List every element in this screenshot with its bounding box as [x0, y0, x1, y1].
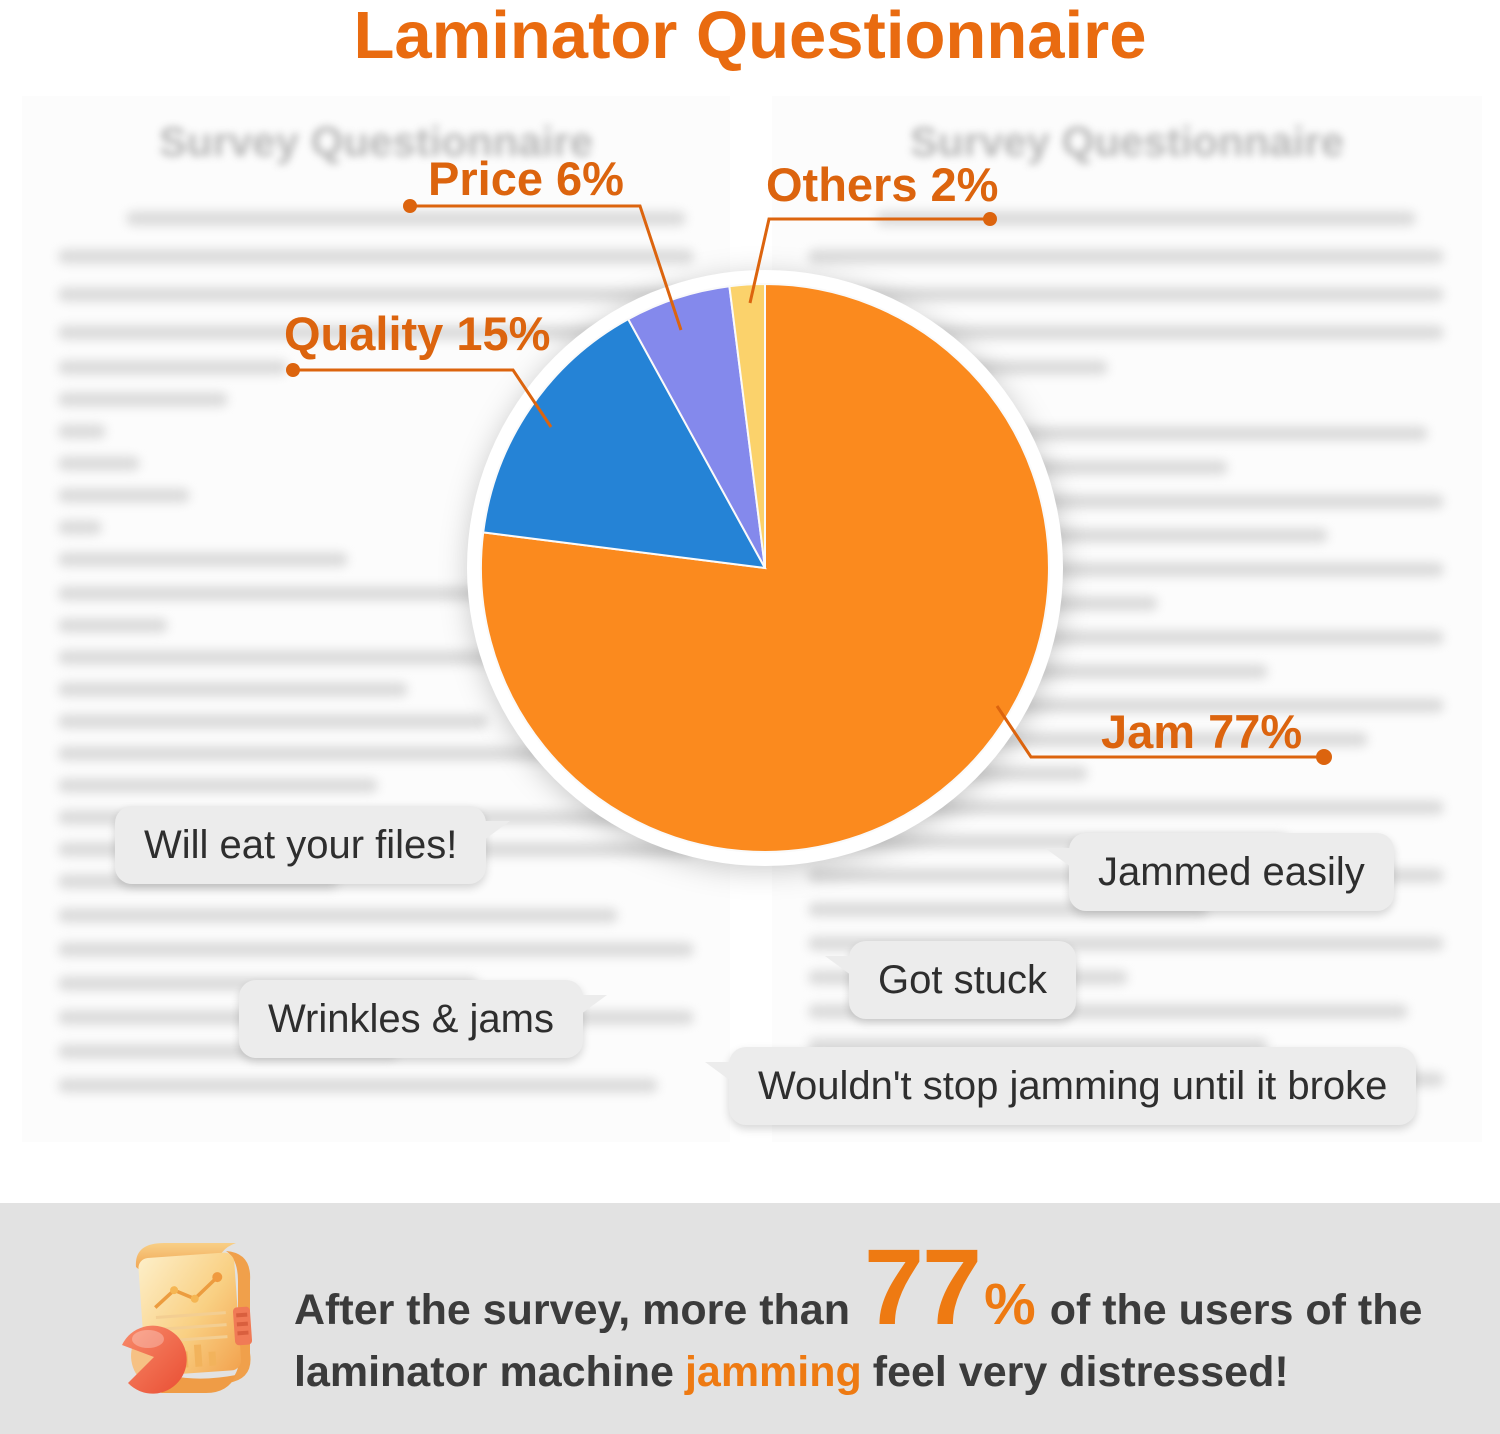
bubble-tail-icon: [1045, 848, 1075, 870]
bubble-tail-icon: [576, 995, 607, 1017]
blurred-text-line: [126, 211, 686, 226]
banner-highlight-word: jamming: [684, 1348, 862, 1396]
pie-label-price: Price 6%: [428, 152, 624, 205]
quote-bubble: Got stuck: [825, 941, 1076, 1019]
blurred-text-line: [876, 211, 1416, 226]
quote-text: Jammed easily: [1098, 850, 1365, 894]
blurred-text-line: [808, 325, 1444, 340]
blurred-text-line: [58, 682, 408, 697]
bubble-tail-icon: [480, 821, 511, 843]
blurred-text-line: [58, 360, 288, 375]
quote-bubble: Jammed easily: [1045, 833, 1394, 911]
banner-statement-line2: laminator machine jamming feel very distre…: [294, 1351, 1300, 1394]
survey-page-heading: Survey Questionnaire: [158, 118, 594, 165]
banner-stat-percent: %: [984, 1272, 1036, 1337]
quote-text: Will eat your files!: [144, 823, 458, 867]
blurred-text-line: [58, 942, 694, 957]
quote-text: Wouldn't stop jamming until it broke: [758, 1064, 1388, 1108]
quote-text: Got stuck: [878, 958, 1047, 1002]
pie-slices: [480, 282, 1050, 853]
banner-stat-number: 77: [863, 1226, 982, 1347]
blurred-text-line: [58, 908, 618, 923]
banner-text-prefix: After the survey, more than: [294, 1286, 850, 1334]
blurred-text-line: [58, 424, 106, 439]
pie-chart: [467, 270, 1063, 866]
banner-text-suffix: of the users of the: [1049, 1286, 1423, 1334]
blurred-text-line: [58, 520, 102, 535]
page-title: Laminator Questionnaire: [353, 0, 1147, 73]
quote-bubble: Wouldn't stop jamming until it broke: [705, 1047, 1417, 1125]
blurred-text-line: [58, 714, 488, 729]
pie-label-quality: Quality 15%: [284, 307, 551, 360]
blurred-text-line: [58, 778, 378, 793]
blurred-text-line: [58, 456, 140, 471]
quote-bubble: Will eat your files!: [115, 806, 511, 884]
blurred-text-line: [808, 800, 1444, 815]
blurred-text-line: [58, 618, 168, 633]
pie-slice-jam: [480, 282, 1050, 853]
quote-bubble: Wrinkles & jams: [239, 980, 607, 1058]
banner-text-prefix2: laminator machine: [294, 1348, 674, 1396]
banner-text-suffix2: feel very distressed!: [872, 1348, 1289, 1396]
quote-text: Wrinkles & jams: [268, 997, 554, 1041]
pie-label-jam: Jam 77%: [1101, 705, 1303, 758]
bubble-tail-icon: [705, 1062, 735, 1084]
summary-banner: After the survey, more than 77% of the use…: [0, 1203, 1500, 1434]
blurred-text-line: [58, 1078, 658, 1093]
blurred-text-line: [58, 488, 190, 503]
survey-page-heading: Survey Questionnaire: [909, 118, 1345, 165]
pie-label-others: Others 2%: [766, 158, 999, 211]
bubble-tail-icon: [825, 956, 855, 978]
blurred-text-line: [58, 552, 348, 567]
survey-report-icon: [122, 1243, 253, 1394]
blurred-text-line: [58, 392, 228, 407]
banner-statement-line1: After the survey, more than 77% of the use…: [294, 1233, 1422, 1341]
